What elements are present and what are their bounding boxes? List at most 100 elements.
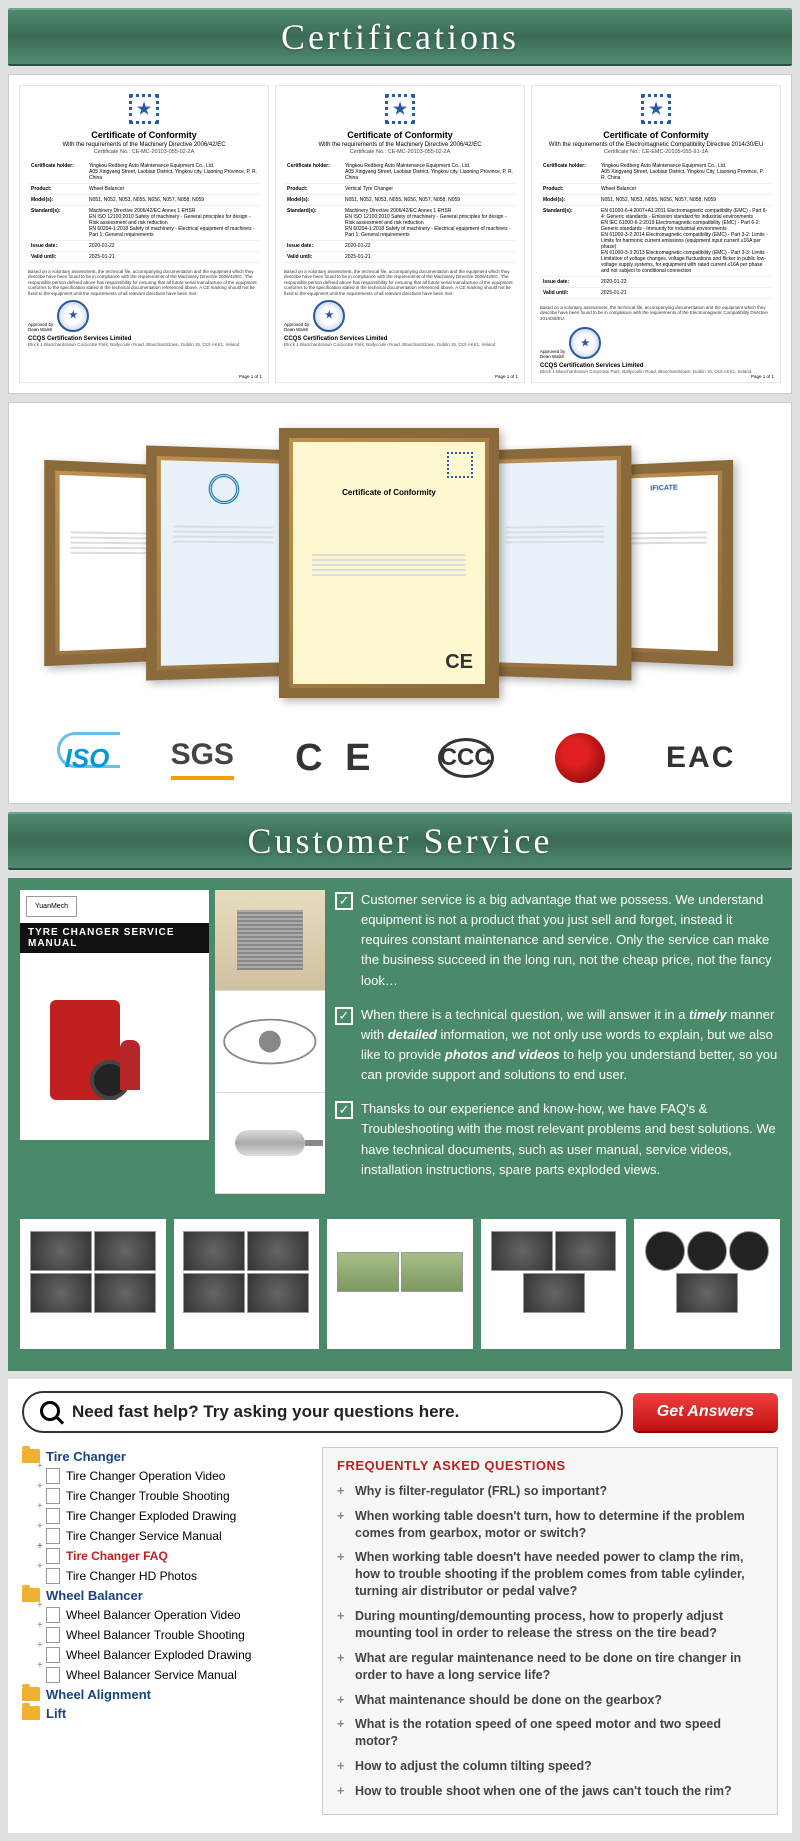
faq-item[interactable]: + How to adjust the column tilting speed… [337, 1754, 763, 1779]
faq-question: What maintenance should be done on the g… [355, 1692, 662, 1709]
check-icon: ✓ [335, 1101, 353, 1119]
faq-question: How to trouble shoot when one of the jaw… [355, 1783, 732, 1800]
file-icon [46, 1508, 60, 1524]
search-icon [40, 1401, 62, 1423]
faq-question: What are regular maintenance need to be … [355, 1650, 763, 1684]
faq-item[interactable]: + How to trouble shoot when one of the j… [337, 1779, 763, 1804]
tree-item-label: Wheel Balancer Service Manual [66, 1668, 237, 1682]
tree-item-label: Wheel Balancer Exploded Drawing [66, 1648, 251, 1662]
certificate-frames: Certificate of Conformity CE IFICATE [19, 423, 781, 703]
file-icon [46, 1568, 60, 1584]
faq-item[interactable]: + When working table doesn't turn, how t… [337, 1504, 763, 1546]
help-search-bar: Need fast help? Try asking your question… [22, 1391, 778, 1433]
ccc-logo: CCC [438, 738, 494, 778]
faq-item[interactable]: + What are regular maintenance need to b… [337, 1646, 763, 1688]
tree-item-label: Tire Changer Service Manual [66, 1529, 222, 1543]
ce-logo: C E [295, 736, 376, 780]
faq-item[interactable]: + What maintenance should be done on the… [337, 1688, 763, 1713]
plus-icon: + [337, 1650, 349, 1684]
faq-question: How to adjust the column tilting speed? [355, 1758, 592, 1775]
faq-question: During mounting/demounting process, how … [355, 1608, 763, 1642]
tree-item[interactable]: Tire Changer Trouble Shooting [22, 1486, 302, 1506]
faq-item[interactable]: + Why is filter-regulator (FRL) so impor… [337, 1479, 763, 1504]
tree-item[interactable]: Tire Changer Service Manual [22, 1526, 302, 1546]
tree-category[interactable]: Lift [22, 1704, 302, 1723]
thumb-5 [634, 1219, 780, 1349]
tree-item[interactable]: Wheel Balancer Trouble Shooting [22, 1625, 302, 1645]
tree-item[interactable]: Tire Changer Operation Video [22, 1466, 302, 1486]
file-icon [46, 1627, 60, 1643]
tree-category[interactable]: Wheel Balancer [22, 1586, 302, 1605]
tree-item-label: Wheel Balancer Trouble Shooting [66, 1628, 245, 1642]
certificates-panel: ★ Certificate of Conformity With the req… [8, 74, 792, 394]
tree-category-label: Tire Changer [46, 1449, 126, 1464]
tree-item[interactable]: Wheel Balancer Exploded Drawing [22, 1645, 302, 1665]
folder-icon [22, 1706, 40, 1720]
cert-frame-2 [146, 445, 299, 680]
plus-icon: + [337, 1692, 349, 1709]
faq-item[interactable]: + During mounting/demounting process, ho… [337, 1604, 763, 1646]
help-search-input[interactable]: Need fast help? Try asking your question… [22, 1391, 623, 1433]
file-icon [46, 1607, 60, 1623]
part-image-1 [215, 890, 325, 991]
get-answers-button[interactable]: Get Answers [633, 1393, 778, 1431]
certification-logos: ISO SGS C E CCC EAC [19, 733, 781, 783]
certificate-doc: ★ Certificate of Conformity With the req… [19, 85, 269, 383]
help-panel: Need fast help? Try asking your question… [8, 1379, 792, 1833]
check-icon: ✓ [335, 892, 353, 910]
faq-question: Why is filter-regulator (FRL) so importa… [355, 1483, 607, 1500]
plus-icon: + [337, 1608, 349, 1642]
tree-item[interactable]: Wheel Balancer Operation Video [22, 1605, 302, 1625]
part-image-3 [215, 1093, 325, 1194]
tree-item[interactable]: Tire Changer Exploded Drawing [22, 1506, 302, 1526]
plus-icon: + [337, 1758, 349, 1775]
plus-icon: + [337, 1483, 349, 1500]
thumb-2 [174, 1219, 320, 1349]
part-image-2 [215, 991, 325, 1092]
service-manual-cover: YuanMech TYRE CHANGER SERVICE MANUAL [20, 890, 209, 1140]
tree-item-label: Tire Changer Trouble Shooting [66, 1489, 230, 1503]
tree-item-label: Wheel Balancer Operation Video [66, 1608, 241, 1622]
tree-category-label: Lift [46, 1706, 66, 1721]
tree-item[interactable]: Tire Changer FAQ [22, 1546, 302, 1566]
faq-item[interactable]: + What is the rotation speed of one spee… [337, 1712, 763, 1754]
service-bullet: ✓ Thansks to our experience and know-how… [335, 1099, 780, 1180]
plus-icon: + [337, 1508, 349, 1542]
tree-item-label: Tire Changer FAQ [66, 1549, 168, 1563]
parts-column [215, 890, 325, 1194]
customer-service-panel: YuanMech TYRE CHANGER SERVICE MANUAL ✓ C… [8, 878, 792, 1371]
tree-category-label: Wheel Balancer [46, 1588, 143, 1603]
service-bullet: ✓ Customer service is a big advantage th… [335, 890, 780, 991]
framed-certs-panel: Certificate of Conformity CE IFICATE ISO… [8, 402, 792, 804]
file-icon [46, 1468, 60, 1484]
thumb-1 [20, 1219, 166, 1349]
file-icon [46, 1548, 60, 1564]
certificate-doc: ★ Certificate of Conformity With the req… [531, 85, 781, 383]
tree-item[interactable]: Wheel Balancer Service Manual [22, 1665, 302, 1685]
faq-panel: FREQUENTLY ASKED QUESTIONS + Why is filt… [322, 1447, 778, 1815]
file-icon [46, 1667, 60, 1683]
tree-item-label: Tire Changer HD Photos [66, 1569, 197, 1583]
thumb-4 [481, 1219, 627, 1349]
service-images: YuanMech TYRE CHANGER SERVICE MANUAL [20, 890, 325, 1194]
tree-item-label: Tire Changer Exploded Drawing [66, 1509, 236, 1523]
faq-title: FREQUENTLY ASKED QUESTIONS [337, 1458, 763, 1473]
tree-item[interactable]: Tire Changer HD Photos [22, 1566, 302, 1586]
help-search-placeholder: Need fast help? Try asking your question… [72, 1402, 459, 1422]
cert-frame-4 [480, 445, 632, 680]
tree-category[interactable]: Wheel Alignment [22, 1685, 302, 1704]
file-icon [46, 1528, 60, 1544]
faq-question: What is the rotation speed of one speed … [355, 1716, 763, 1750]
tree-category[interactable]: Tire Changer [22, 1447, 302, 1466]
faq-item[interactable]: + When working table doesn't have needed… [337, 1545, 763, 1604]
cert-frame-center: Certificate of Conformity CE [279, 428, 499, 698]
check-icon: ✓ [335, 1007, 353, 1025]
tree-category-label: Wheel Alignment [46, 1687, 151, 1702]
certifications-header: Certifications [8, 8, 792, 66]
certificate-doc: ★ Certificate of Conformity With the req… [275, 85, 525, 383]
faq-question: When working table doesn't turn, how to … [355, 1508, 763, 1542]
tree-item-label: Tire Changer Operation Video [66, 1469, 225, 1483]
service-thumbnails [20, 1209, 780, 1359]
customer-service-title: Customer Service [248, 820, 553, 862]
thumb-3 [327, 1219, 473, 1349]
